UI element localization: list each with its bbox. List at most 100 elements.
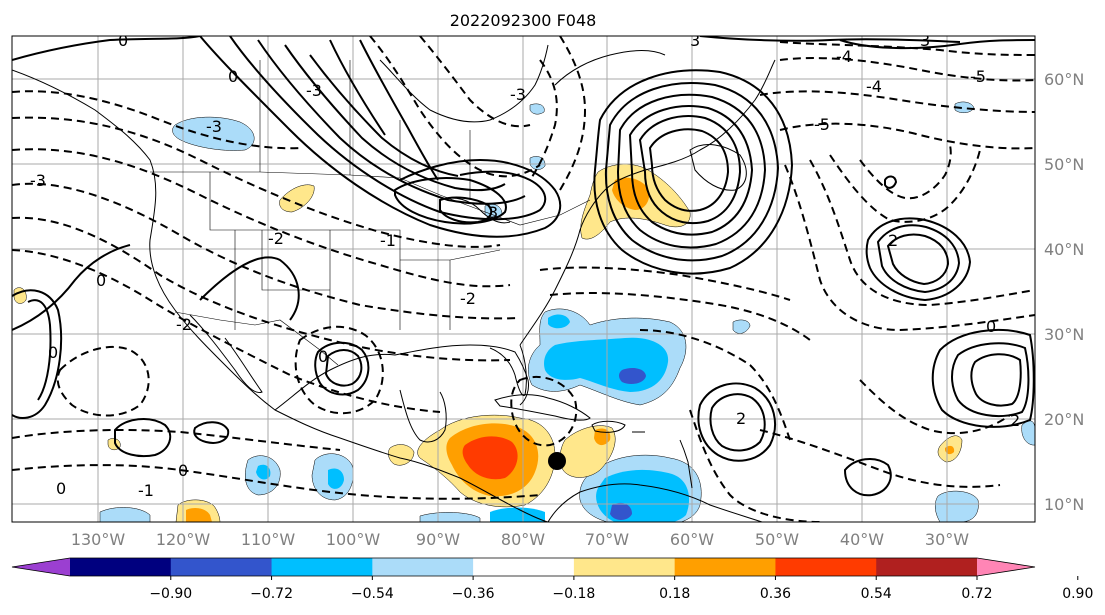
contour-label: -3 [206,117,222,136]
lon-label: 70°W [585,530,629,549]
contour-neg-trop-5 [759,429,1001,488]
shaded-anomalies [13,101,1035,522]
contour-neg-7 [369,36,541,178]
lat-label: 60°N [1044,70,1084,89]
lon-label: 30°W [925,530,969,549]
colorbar-tick-label: −0.18 [552,586,595,602]
contour-neg-ring-4 [779,41,1035,56]
negative-anomaly-panama [490,507,545,522]
east-coast [519,59,776,346]
contour-pos-gl-4 [284,44,506,192]
longitude-labels: 130°W 120°W 110°W 100°W 90°W 80°W 70°W 6… [71,530,969,549]
gulf-coast [274,344,529,411]
contour-pos-trop-2 [709,393,766,452]
contour-pos-atl-3 [886,233,950,286]
contour-label: 0 [48,343,58,362]
contour-label: -2 [176,315,192,334]
negative-anomaly-bahamas-center [619,368,646,384]
contour-neg-atl-1 [784,164,1035,332]
colorbar-bin [775,558,877,576]
contour-label: -4 [836,47,852,66]
contour-label: -3 [306,81,322,100]
contour-label: 2 [888,231,898,250]
contour-neg-1 [12,116,501,248]
contour-pos-nf-2 [604,82,780,262]
contour-pos-gl-2 [229,36,547,221]
contour-pos-atl-1 [865,217,972,302]
contour-neg-8 [419,36,531,128]
lesser-antilles [679,439,693,489]
contour-neg-ring-1 [779,57,1035,82]
contour-pos-nf-1 [593,69,794,275]
colorbar-bin [876,558,978,576]
contour-label: 2 [1010,411,1020,430]
contour-pos-gl-6 [394,177,507,225]
contour-neg-ring-3 [779,122,1035,150]
contour-pos-ne [12,36,201,61]
contour-pos-atl-2 [876,224,961,294]
lon-label: 100°W [326,530,381,549]
contour-label: -1 [380,231,396,250]
labrador [554,50,666,86]
negative-anomaly-small [548,314,570,329]
lon-label: 40°W [840,530,884,549]
lon-label: 120°W [156,530,211,549]
negative-anomaly-north-coast-2 [529,103,545,115]
contour-neg-2 [12,148,511,288]
contour-pos-nf-6 [648,128,730,212]
graticule [12,36,1035,522]
baja-california [189,314,263,394]
contour-neg-bahama-2 [510,375,578,447]
positive-anomaly-nova-scotia-core [612,177,650,210]
lon-label: 60°W [670,530,714,549]
contour-label: -2 [268,229,284,248]
map-frame [11,35,1036,523]
contour-neg-5 [12,249,441,413]
colorbar-extend-low [12,558,70,576]
contour-label: -4 [866,77,882,96]
positive-anomaly-central-america-core [462,436,518,480]
contour-pos-trop-3 [843,458,892,497]
contour-pos-west-2 [27,299,52,401]
lon-label: 110°W [241,530,296,549]
contour-label: 0 [96,271,106,290]
contour-pos-zero-line-2 [699,36,961,43]
contour-pos-gl-5 [309,54,459,177]
contour-neg-ring-2 [759,90,1035,113]
lon-label: 130°W [71,530,126,549]
negative-anomaly-pacific-2-core [256,464,271,480]
contour-pos-gulf-1 [314,341,370,396]
colorbar-tick-label: −0.90 [149,586,192,602]
us-canada-border [150,171,591,226]
colorbar-tick-label: 0.18 [659,586,690,602]
contour-neg-6 [12,90,301,150]
negative-anomaly-caribbean-core [596,469,689,522]
south-america-north [547,483,763,522]
contour-pos-pac-1 [114,418,172,458]
colorbar-bin [573,558,676,576]
canada-provinces [259,60,471,200]
contour-pos-west [12,289,63,419]
colorbar-bin [271,558,373,576]
negative-anomaly-pacific-4 [419,512,481,522]
contour-label: 0 [56,479,66,498]
contour-pos-east-2 [951,342,1030,417]
contour-labels: 0 0 0 0 0 0 0 -1 -1 -2 -2 -2 -3 -3 -3 -4… [30,31,1020,500]
lat-label: 30°N [1044,325,1084,344]
contour-label: 0 [986,317,996,336]
colorbar-bin [473,558,575,576]
colorbar-tick-label: −0.36 [452,586,495,602]
positive-contours [12,36,1035,497]
positive-anomaly-pacific-south-core [186,507,212,522]
florida [489,344,527,397]
colorbar-bin [170,558,273,576]
contour-neg-3 [12,182,521,320]
contour-label: -5 [970,67,986,86]
lat-label: 10°N [1044,495,1084,514]
yucatan [399,389,447,443]
contour-label: 3 [690,31,700,50]
negative-contours [12,36,1035,522]
colorbar-bin [372,558,474,576]
contour-pos-north [359,39,439,181]
contour-pos-zero-line [12,244,131,331]
